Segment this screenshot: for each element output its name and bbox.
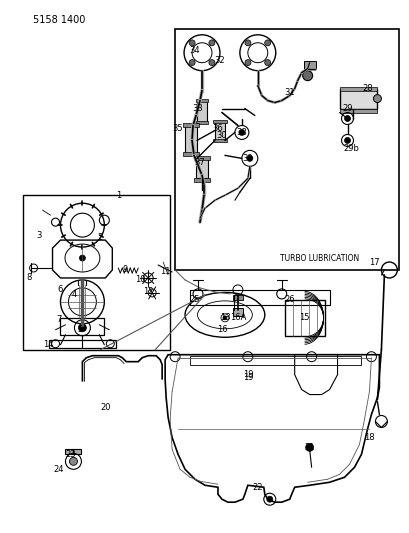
Text: 28: 28 xyxy=(361,84,372,93)
Circle shape xyxy=(79,255,85,261)
Bar xyxy=(196,122,207,125)
Bar xyxy=(339,109,377,112)
Circle shape xyxy=(344,116,350,122)
Text: 16: 16 xyxy=(216,325,227,334)
Text: 15: 15 xyxy=(299,313,309,322)
Circle shape xyxy=(302,71,312,80)
Bar xyxy=(214,123,225,140)
Bar xyxy=(183,124,198,127)
Circle shape xyxy=(244,40,250,46)
Bar xyxy=(65,449,81,454)
Circle shape xyxy=(264,60,270,66)
Text: 36: 36 xyxy=(212,124,223,133)
Bar xyxy=(196,158,207,179)
Text: 39: 39 xyxy=(242,154,252,163)
Text: 29b: 29b xyxy=(343,144,359,153)
Text: 20: 20 xyxy=(100,403,110,412)
Circle shape xyxy=(246,156,252,161)
Text: 18: 18 xyxy=(363,433,374,442)
Bar xyxy=(22,195,170,350)
Text: 11: 11 xyxy=(160,268,170,277)
Circle shape xyxy=(189,40,195,46)
Text: 19: 19 xyxy=(242,373,252,382)
Text: 14: 14 xyxy=(43,340,54,349)
Bar xyxy=(183,152,198,156)
Bar xyxy=(212,140,226,142)
Circle shape xyxy=(266,496,272,502)
Text: TURBO LUBRICATION: TURBO LUBRICATION xyxy=(279,254,358,263)
Text: 16A: 16A xyxy=(229,313,245,322)
Text: 4: 4 xyxy=(72,290,77,300)
Text: 24: 24 xyxy=(53,465,63,474)
Text: 13: 13 xyxy=(219,313,230,322)
Text: 8: 8 xyxy=(26,273,31,282)
Bar xyxy=(197,101,207,123)
Circle shape xyxy=(69,457,77,465)
Bar xyxy=(193,156,209,160)
Circle shape xyxy=(305,443,313,451)
Text: 30: 30 xyxy=(216,131,227,140)
Text: 10: 10 xyxy=(135,276,145,285)
Text: 5: 5 xyxy=(78,325,83,334)
Text: 22: 22 xyxy=(252,483,263,492)
Text: 2: 2 xyxy=(97,232,103,241)
Circle shape xyxy=(238,130,244,135)
Circle shape xyxy=(78,324,86,332)
Text: 23: 23 xyxy=(65,450,76,459)
Text: 17: 17 xyxy=(368,257,379,266)
Text: 7: 7 xyxy=(56,316,61,324)
Text: 12: 12 xyxy=(143,287,153,296)
Text: 32: 32 xyxy=(214,56,225,65)
Bar xyxy=(303,61,315,69)
Text: 3: 3 xyxy=(36,231,41,240)
Circle shape xyxy=(344,138,350,143)
Circle shape xyxy=(264,40,270,46)
Circle shape xyxy=(244,60,250,66)
Circle shape xyxy=(222,316,226,320)
Circle shape xyxy=(373,94,380,102)
Bar xyxy=(184,125,197,154)
Bar xyxy=(339,86,377,91)
Bar xyxy=(175,29,398,270)
Text: 34: 34 xyxy=(189,46,200,55)
Text: 26: 26 xyxy=(284,295,294,304)
Text: 21: 21 xyxy=(303,443,314,452)
Bar xyxy=(193,179,209,182)
Bar xyxy=(232,308,242,316)
Bar xyxy=(232,295,242,300)
Text: 35: 35 xyxy=(172,124,183,133)
Bar xyxy=(339,88,377,109)
Bar xyxy=(212,120,226,124)
Text: 5158 1400: 5158 1400 xyxy=(32,15,85,25)
Circle shape xyxy=(208,40,214,46)
Text: 37: 37 xyxy=(194,158,205,167)
Circle shape xyxy=(208,60,214,66)
Text: 31: 31 xyxy=(284,88,294,97)
Text: 33: 33 xyxy=(192,104,203,113)
Text: 29: 29 xyxy=(342,104,352,113)
Text: 6: 6 xyxy=(58,285,63,294)
Text: 9: 9 xyxy=(122,265,128,274)
Circle shape xyxy=(189,60,195,66)
Text: 38: 38 xyxy=(236,128,247,137)
Text: 1: 1 xyxy=(115,191,121,200)
Text: 19: 19 xyxy=(242,370,252,379)
Bar xyxy=(196,99,207,102)
Text: 25: 25 xyxy=(189,295,200,304)
